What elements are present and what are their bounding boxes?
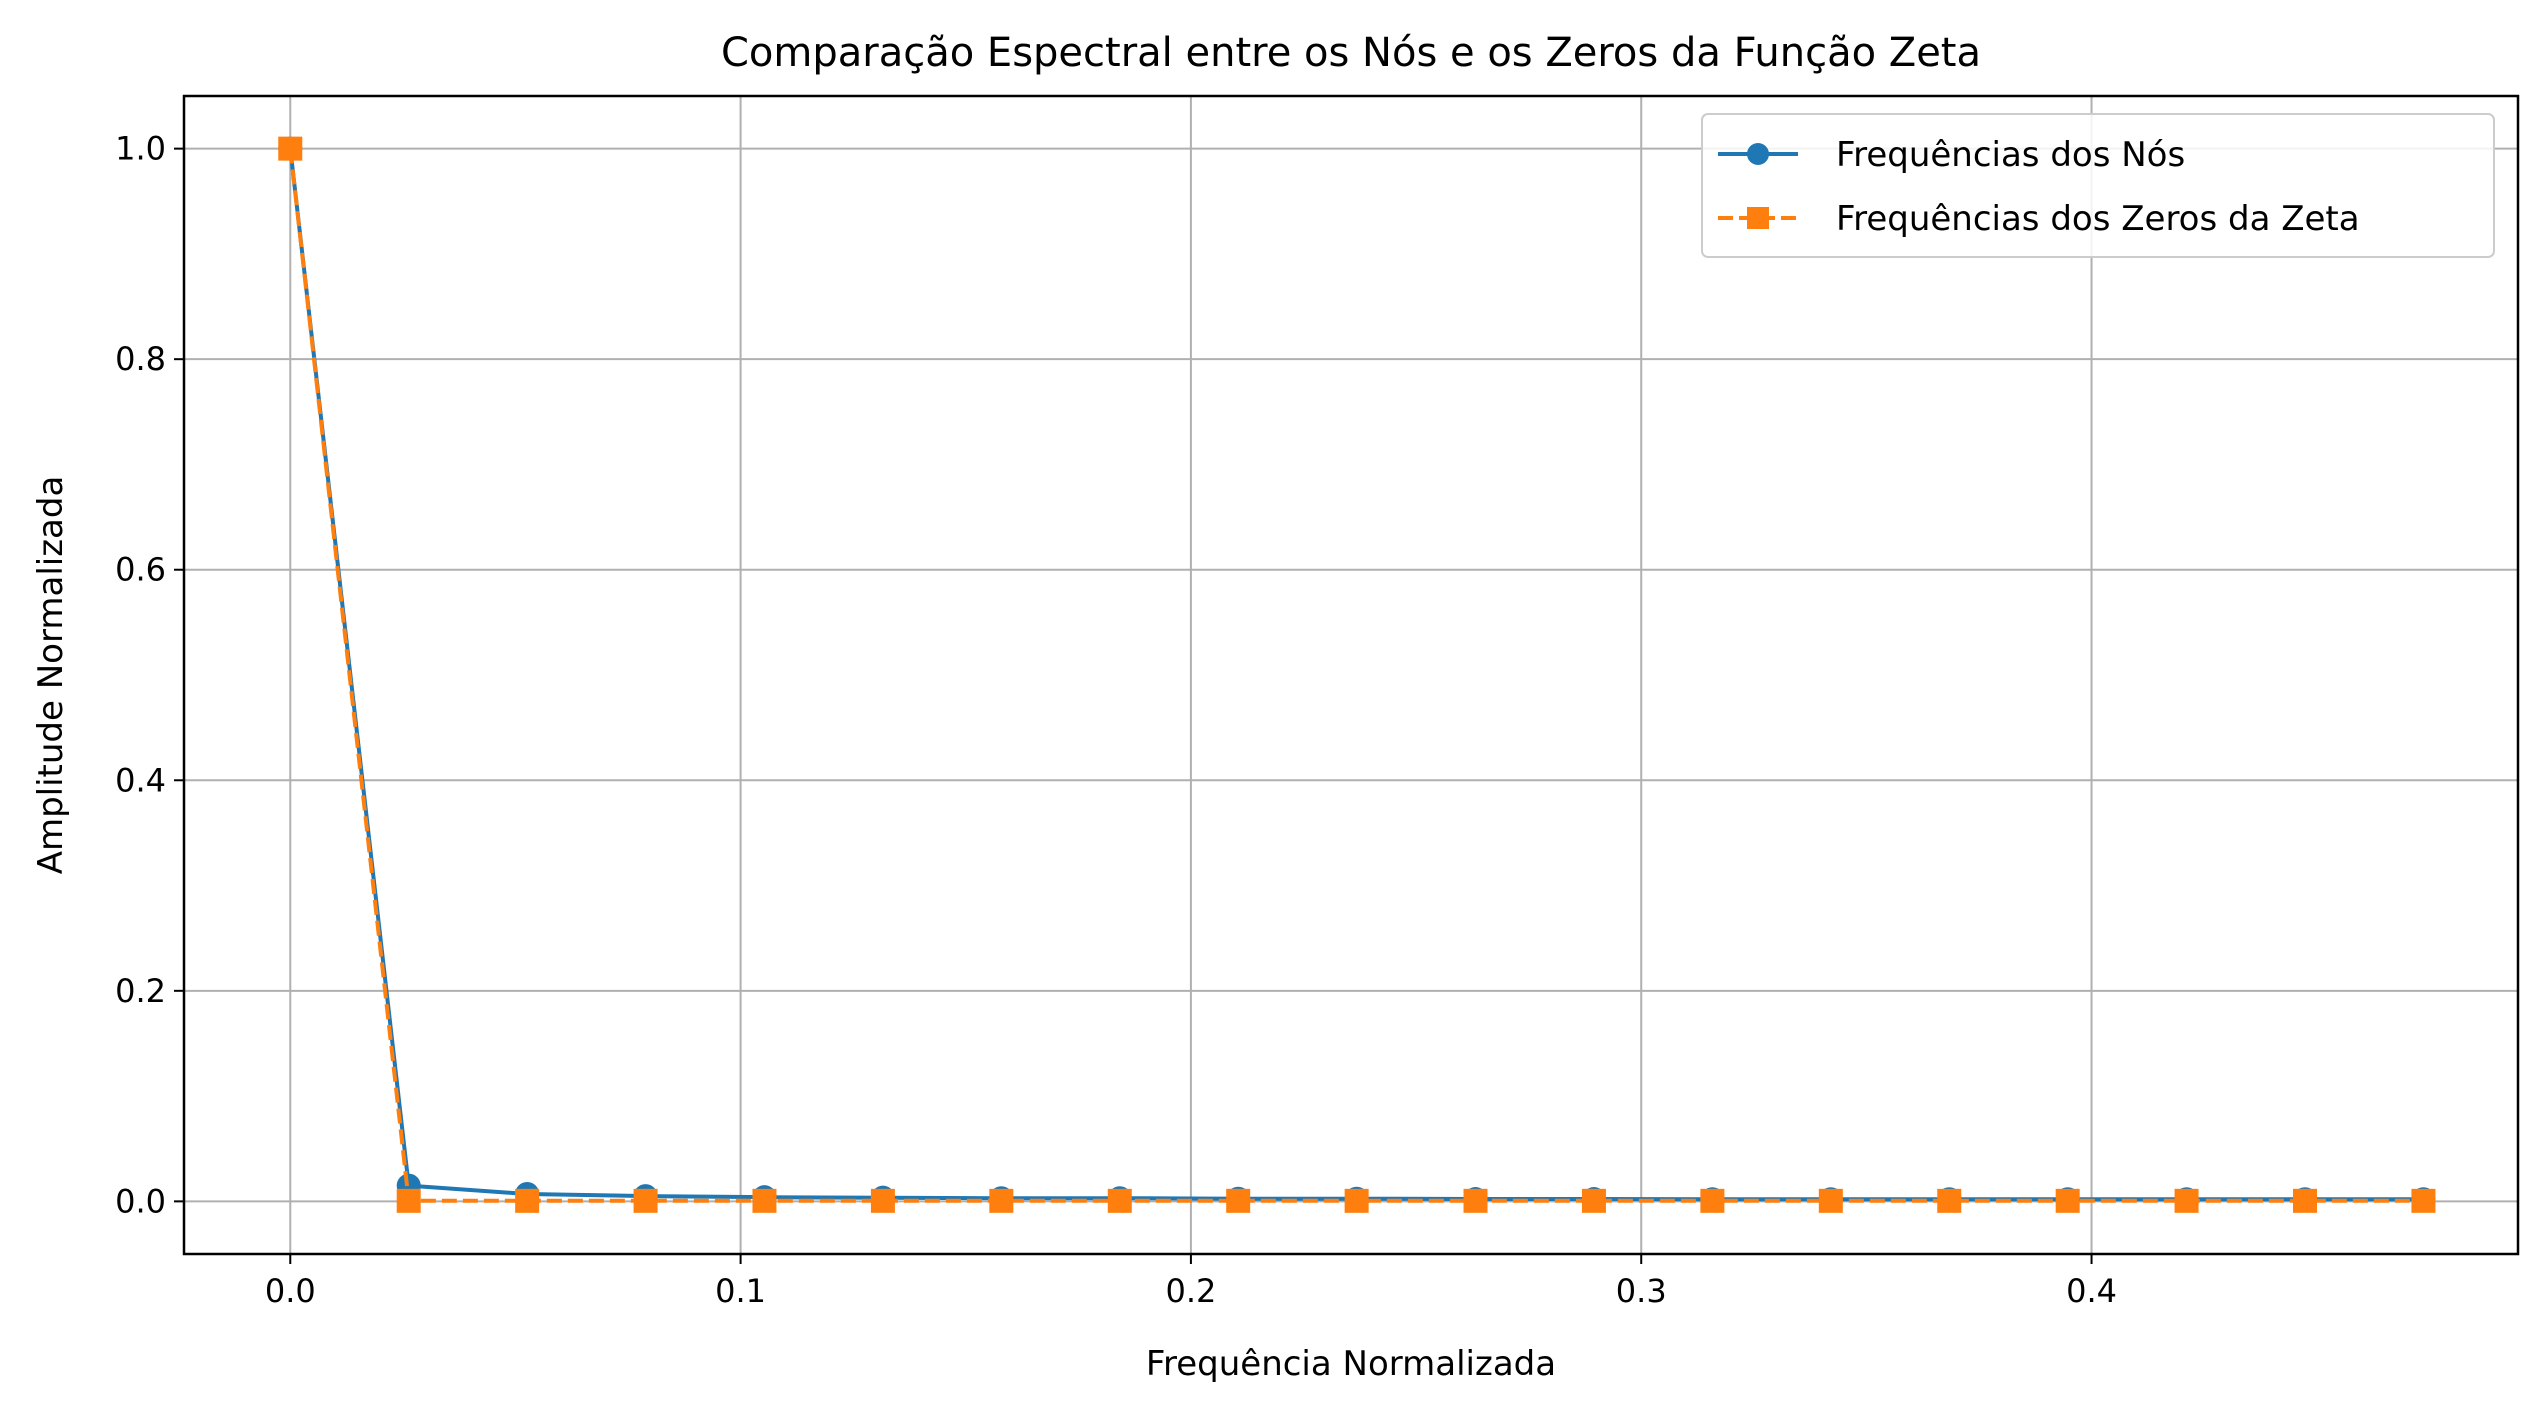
x-tick-label: 0.0 [265, 1272, 316, 1310]
data-point-zeta [2292, 1188, 2317, 1213]
plot-frame [182, 94, 2520, 1256]
y-axis-label: Amplitude Normalizada [31, 476, 71, 875]
data-point-zeta [1818, 1188, 1843, 1213]
series-group [278, 136, 2436, 1213]
legend-marker-nos [1747, 143, 1769, 165]
y-tick-label: 0.0 [115, 1182, 166, 1220]
y-tick-label: 0.4 [115, 761, 166, 799]
legend-label-nos: Frequências dos Nós [1836, 135, 2185, 175]
data-point-zeta [2055, 1188, 2080, 1213]
legend: Frequências dos Nós Frequências dos Zero… [1701, 113, 2495, 258]
y-tick-label: 0.2 [115, 972, 166, 1010]
data-point-zeta [1344, 1188, 1369, 1213]
y-tick-label: 1.0 [115, 130, 166, 168]
y-tick-label: 0.8 [115, 340, 166, 378]
y-tick-label: 0.6 [115, 551, 166, 589]
data-point-zeta [989, 1188, 1014, 1213]
data-point-zeta [515, 1188, 540, 1213]
data-point-zeta [278, 136, 303, 161]
data-point-zeta [1226, 1188, 1251, 1213]
data-point-zeta [1937, 1188, 1962, 1213]
legend-box [1701, 113, 2495, 258]
data-point-zeta [752, 1188, 777, 1213]
data-point-zeta [1463, 1188, 1488, 1213]
data-point-zeta [1581, 1188, 1606, 1213]
data-point-zeta [633, 1188, 658, 1213]
chart-title: Comparação Espectral entre os Nós e os Z… [721, 30, 1981, 76]
data-point-zeta [2174, 1188, 2199, 1213]
data-point-zeta [396, 1188, 421, 1213]
data-point-zeta [1107, 1188, 1132, 1213]
legend-marker-zeta [1747, 207, 1769, 229]
x-tick-label: 0.4 [2066, 1272, 2117, 1310]
data-point-zeta [1700, 1188, 1725, 1213]
data-point-zeta [2411, 1188, 2436, 1213]
x-tick-label: 0.1 [715, 1272, 766, 1310]
series-zeta [278, 136, 2436, 1213]
x-tick-label: 0.2 [1165, 1272, 1216, 1310]
x-tick-label: 0.3 [1616, 1272, 1667, 1310]
data-point-zeta [870, 1188, 895, 1213]
ticks: 0.0 0.1 0.2 0.3 0.4 0.0 0.2 0.4 0.6 0.8 1.0 [115, 130, 2117, 1310]
x-axis-label: Frequência Normalizada [1146, 1344, 1556, 1384]
legend-label-zeta: Frequências dos Zeros da Zeta [1836, 199, 2360, 239]
